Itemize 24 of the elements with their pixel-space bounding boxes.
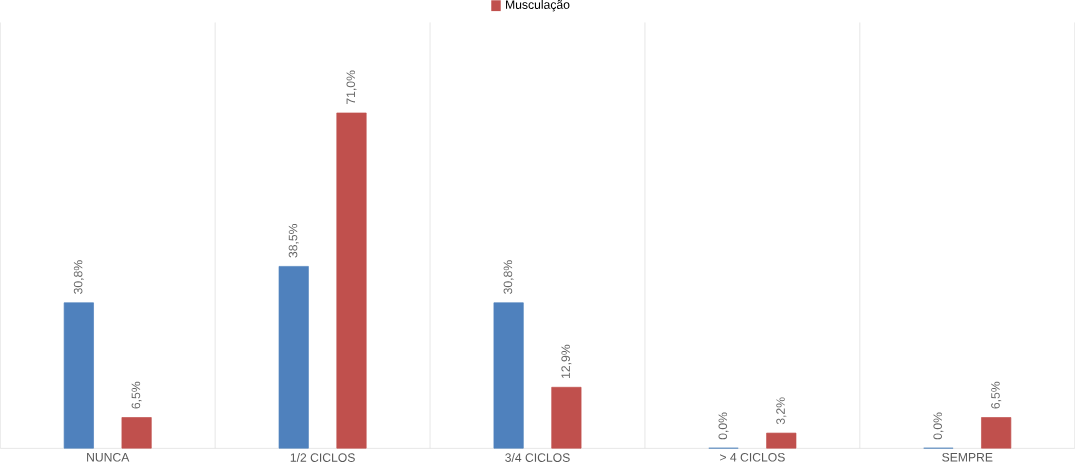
data-label: 0,0% [933,412,944,440]
data-label: 6,5% [131,381,142,409]
data-label: 30,8% [503,260,514,294]
x-tick-label: 3/4 CICLOS [505,452,570,462]
x-tick-label: SEMPRE [942,452,993,462]
bar [278,265,309,449]
data-label: 3,2% [776,397,787,425]
data-label: 30,8% [73,260,84,294]
x-tick-label: NUNCA [87,452,130,462]
bar [493,302,524,449]
data-label: 12,9% [561,344,572,378]
data-label: 6,5% [991,381,1002,409]
bar [121,416,152,449]
bar [551,386,582,449]
bar [981,416,1012,449]
data-label: 38,5% [288,223,299,258]
bar [336,112,367,449]
bar [63,302,94,449]
data-label: 0,0% [718,412,729,440]
legend-label: Musculação [506,0,570,12]
x-tick-label: 1/2 CICLOS [290,452,355,462]
data-label: 71,0% [346,70,357,104]
x-tick-label: > 4 CICLOS [720,452,785,462]
bar [766,432,797,449]
